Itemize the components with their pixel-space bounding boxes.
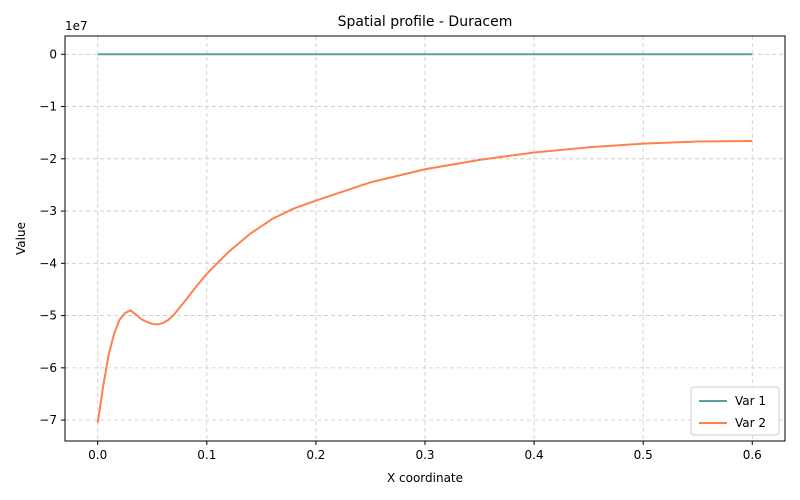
- legend-label: Var 1: [735, 394, 766, 408]
- series-line-2: [96, 140, 753, 423]
- x-tick-label: 0.0: [88, 448, 107, 462]
- y-tick-label: −7: [39, 413, 57, 427]
- legend-label: Var 2: [735, 416, 766, 430]
- x-tick-label: 0.5: [634, 448, 653, 462]
- x-axis-label: X coordinate: [387, 471, 463, 485]
- y-tick-label: −1: [39, 100, 57, 114]
- y-tick-label: −4: [39, 256, 57, 270]
- y-tick-label: 0: [49, 47, 57, 61]
- y-axis-label: Value: [14, 222, 28, 255]
- x-axis-ticks: 0.0 0.1 0.2 0.3 0.4 0.5 0.6: [88, 441, 762, 462]
- y-tick-label: −3: [39, 204, 57, 218]
- series-layer: [96, 53, 753, 423]
- x-tick-label: 0.4: [525, 448, 544, 462]
- chart-title: Spatial profile - Duracem: [338, 14, 513, 30]
- x-tick-label: 0.1: [197, 448, 216, 462]
- y-axis-ticks: 0 −1 −2 −3 −4 −5 −6 −7: [39, 47, 65, 427]
- x-tick-label: 0.2: [306, 448, 325, 462]
- y-tick-label: −6: [39, 361, 57, 375]
- y-tick-label: −2: [39, 152, 57, 166]
- legend: Var 1 Var 2: [690, 386, 780, 436]
- x-tick-label: 0.3: [415, 448, 434, 462]
- y-tick-label: −5: [39, 309, 57, 323]
- x-tick-label: 0.6: [743, 448, 762, 462]
- y-axis-scale-label: 1e7: [65, 19, 88, 33]
